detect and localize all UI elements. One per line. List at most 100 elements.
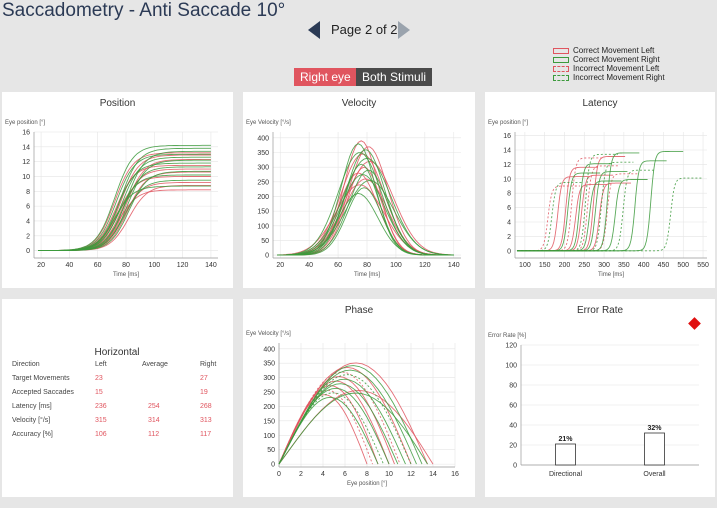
x-tick-label: 150 (539, 262, 551, 269)
legend-swatch (553, 47, 569, 54)
y-tick-label: 0 (513, 463, 517, 470)
x-tick-label: 450 (658, 262, 670, 269)
stimuli-filter-button[interactable]: Both Stimuli (356, 68, 433, 86)
position-trace (38, 144, 211, 252)
stats-row-label: Velocity [°/s] (12, 417, 51, 424)
error-bar-label: 21% (558, 436, 573, 443)
stats-left-value: 236 (95, 403, 107, 410)
y-tick-label: 100 (263, 433, 275, 440)
stats-column-header: Left (95, 361, 107, 368)
y-tick-label: 4 (507, 220, 511, 227)
y-tick-label: 2 (26, 233, 30, 240)
y-tick-label: 10 (503, 176, 511, 183)
phase-trace (278, 366, 412, 465)
y-tick-label: 150 (257, 209, 269, 216)
legend-label: Correct Movement Left (573, 46, 655, 55)
phase-trace (278, 369, 417, 465)
latency-trace (517, 166, 598, 252)
stats-right-value: 313 (200, 417, 212, 424)
x-tick-label: 100 (390, 262, 402, 269)
y-tick-label: 120 (505, 343, 517, 350)
x-axis-title: Eye position [°] (347, 481, 387, 487)
position-chart: 0 2 4 6 8 10 12 14 16 20 40 60 80 100 120 140 Eye positi… (5, 120, 218, 278)
x-tick-label: 250 (578, 262, 590, 269)
x-tick-label: 350 (618, 262, 630, 269)
stats-panel: Horizontal Direction Left Average Right Targe… (2, 299, 233, 497)
x-tick-label: 16 (451, 471, 459, 478)
latency-trace (517, 179, 648, 252)
error-category-label: Overall (643, 471, 666, 478)
x-tick-label: 12 (407, 471, 415, 478)
error-bar (555, 443, 576, 466)
next-page-button[interactable] (398, 21, 410, 39)
stats-right-value: 27 (200, 375, 208, 382)
latency-trace (517, 161, 634, 252)
stats-right-value: 19 (200, 389, 208, 396)
y-tick-label: 14 (22, 144, 30, 151)
stats-row-label: Target Movements (12, 375, 70, 382)
error-bar (644, 432, 665, 466)
page-title: Saccadometry - Anti Saccade 10° (2, 0, 286, 21)
y-tick-label: 400 (257, 135, 269, 142)
y-axis-title: Error Rate [%] (488, 333, 526, 339)
velocity-trace (277, 193, 454, 256)
y-tick-label: 0 (507, 248, 511, 255)
legend-label: Correct Movement Right (573, 55, 660, 64)
legend: Correct Movement Left Correct Movement Ri… (553, 46, 665, 82)
velocity-trace (277, 179, 454, 256)
stats-row-label: Accepted Saccades (12, 389, 74, 396)
y-tick-label: 0 (265, 253, 269, 260)
stats-left-value: 106 (95, 431, 107, 438)
x-tick-label: 80 (122, 262, 130, 269)
legend-item: Incorrect Movement Right (553, 73, 665, 82)
y-tick-label: 4 (26, 218, 30, 225)
y-tick-label: 300 (263, 375, 275, 382)
position-panel: Position 0 2 4 6 8 10 12 14 16 20 40 60 80 100 120 140 E… (2, 92, 233, 288)
stats-row-label: Latency [ms] (12, 403, 52, 410)
y-tick-label: 8 (26, 189, 30, 196)
y-tick-label: 2 (507, 234, 511, 241)
phase-chart: 0 50 100 150 200 250 300 350 400 0 2 4 6 8 10 12 14 16 Eye… (246, 331, 459, 487)
y-tick-label: 20 (509, 443, 517, 450)
stats-column-header: Right (200, 361, 217, 368)
y-tick-label: 80 (509, 383, 517, 390)
y-tick-label: 350 (257, 150, 269, 157)
y-tick-label: 200 (257, 194, 269, 201)
latency-panel: Latency 0 2 4 6 8 10 12 14 16 100 150 200 250 300 350 4… (485, 92, 715, 288)
error-rate-chart: 0 20 40 60 80 100 120 Error Rate [%] 21% Directio… (488, 333, 699, 478)
x-tick-label: 40 (305, 262, 313, 269)
velocity-trace (277, 178, 454, 256)
y-tick-label: 6 (26, 204, 30, 211)
y-axis-title: Eye Velocity [°/s] (246, 120, 291, 126)
x-tick-label: 20 (276, 262, 284, 269)
y-tick-label: 10 (22, 174, 30, 181)
x-tick-label: 120 (419, 262, 431, 269)
y-tick-label: 150 (263, 418, 275, 425)
velocity-trace (277, 174, 454, 256)
x-tick-label: 0 (277, 471, 281, 478)
velocity-title: Velocity (341, 98, 377, 109)
y-tick-label: 350 (263, 361, 275, 368)
x-tick-label: 300 (598, 262, 610, 269)
error-rate-panel: Error Rate 0 20 40 60 80 100 120 Error Rate [%]… (485, 299, 715, 497)
x-tick-label: 14 (429, 471, 437, 478)
velocity-panel: Velocity 0 50 100 150 200 250 300 350 400 20 40 60 8… (243, 92, 475, 288)
legend-swatch (553, 56, 569, 63)
legend-label: Incorrect Movement Left (573, 64, 660, 73)
eye-filter-button[interactable]: Right eye (294, 68, 357, 86)
position-axes: 0 2 4 6 8 10 12 14 16 20 40 60 80 100 120 140 Eye positi… (5, 120, 218, 278)
previous-page-button[interactable] (308, 21, 320, 39)
y-tick-label: 40 (509, 423, 517, 430)
x-tick-label: 8 (365, 471, 369, 478)
latency-trace (517, 157, 604, 252)
y-tick-label: 16 (22, 130, 30, 137)
velocity-trace (277, 169, 454, 256)
velocity-trace (277, 143, 454, 256)
legend-swatch (553, 65, 569, 72)
stats-left-value: 315 (95, 417, 107, 424)
phase-trace (278, 371, 401, 465)
y-tick-label: 400 (263, 346, 275, 353)
pager: Page 2 of 2 (308, 20, 412, 40)
page-label: Page 2 of 2 (331, 22, 398, 37)
velocity-trace (277, 149, 454, 256)
